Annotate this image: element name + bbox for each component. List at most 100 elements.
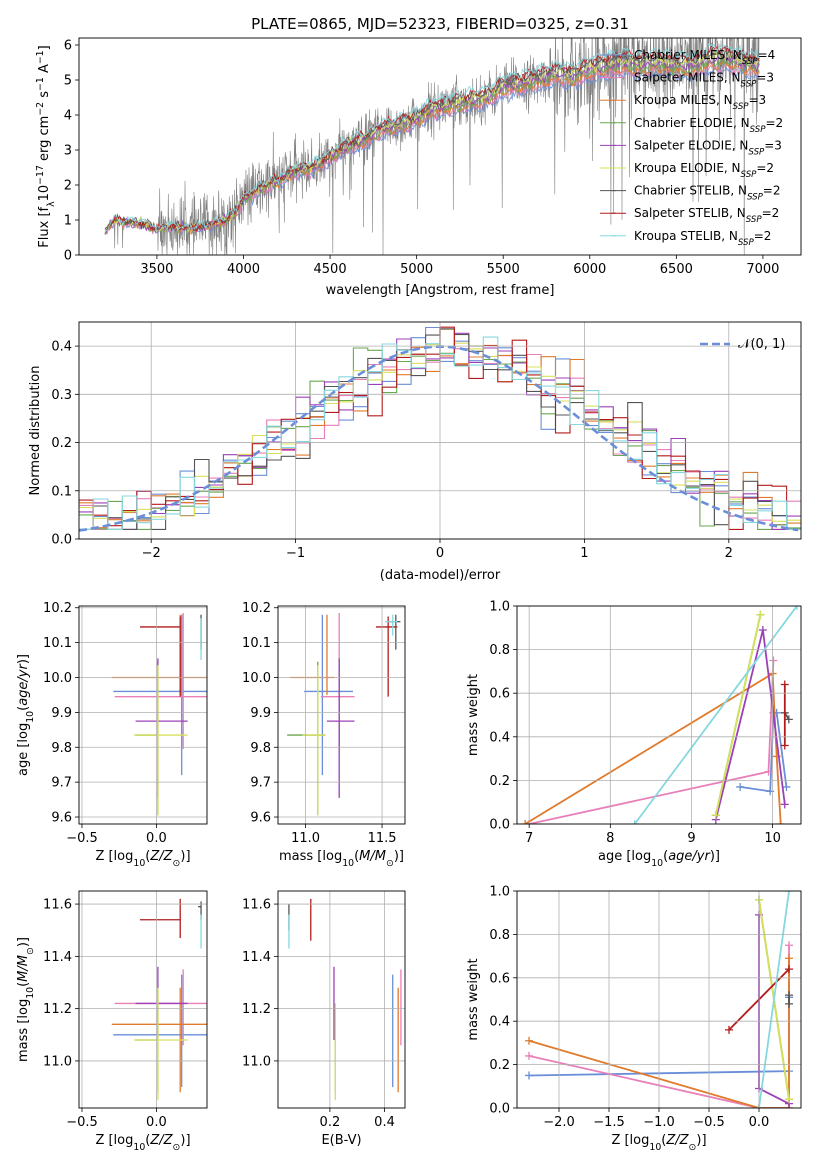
x-tick-label: 9 <box>687 831 695 846</box>
legend-entry: Kroupa ELODIE, NSSP=2 <box>634 161 774 180</box>
y-axis-label: Normed distribution <box>28 366 43 496</box>
age-vs-mass-axes: 11.0 11.5 9.6 9.7 9.8 9.9 10.0 10.1 10.2 mass [lo… <box>242 601 406 869</box>
y-tick-label: 10.2 <box>43 601 72 616</box>
x-tick-label: 4000 <box>227 262 260 277</box>
marker-salpeter_miles <box>525 1051 533 1060</box>
x-tick-label: 3500 <box>140 262 173 277</box>
y-tick-label: 9.9 <box>51 706 72 721</box>
spectrum-axes: 3500 4000 4500 5000 5500 6000 6500 7000 0 1 2 3 4 5 6F… <box>35 37 802 298</box>
x-tick-label: 6000 <box>573 262 606 277</box>
y-tick-label: 11.0 <box>43 1054 72 1069</box>
legend-entry: Chabrier MILES, NSSP=4 <box>634 48 775 67</box>
x-tick-label: 11.0 <box>291 831 320 846</box>
marker-kroupa_miles <box>521 820 530 824</box>
y-tick-label: 3 <box>64 144 72 159</box>
series-chabrier_miles <box>739 711 788 793</box>
x-tick-label: 5500 <box>487 262 520 277</box>
marker-chabrier_stelib <box>784 715 793 724</box>
y-tick-label: 10.0 <box>242 671 271 686</box>
y-tick-label: 6 <box>64 39 72 54</box>
marker-kroupa_stelib <box>630 820 639 824</box>
marker-kroupa_elodie <box>756 610 765 619</box>
marker-chabrier_stelib <box>785 991 793 1000</box>
x-tick-label: 7 <box>525 831 533 846</box>
marker-chabrier_miles <box>736 782 745 791</box>
marker-salpeter_miles <box>769 656 778 665</box>
legend-entry: Chabrier ELODIE, NSSP=2 <box>634 116 783 135</box>
x-axis-label: Z [log10(Z/Z⊙)] <box>95 849 190 869</box>
model-spectrum-kroupa_miles <box>104 59 760 236</box>
y-tick-label: 9.9 <box>250 706 271 721</box>
y-tick-label: 0.8 <box>489 643 510 658</box>
y-tick-label: 10.0 <box>43 671 72 686</box>
x-tick-label: 8 <box>606 831 614 846</box>
y-tick-label: 9.6 <box>250 811 271 826</box>
marker-salpeter_stelib <box>725 1025 733 1034</box>
x-axis-label: wavelength [Angstrom, rest frame] <box>326 283 555 298</box>
y-axis-label: mass [log10(M/M⊙)] <box>16 937 36 1062</box>
x-tick-label: 1 <box>580 546 588 561</box>
marker-salpeter_stelib <box>780 741 789 750</box>
mass-vs-ebv-axes-plot-area <box>288 898 402 1101</box>
spectrum-axes-plot-area <box>104 38 760 255</box>
axes-frame <box>277 890 406 1109</box>
mass-weight-vs-age-axes: 7 8 9 10 0.0 0.2 0.4 0.6 0.8 1.0 mass weight age [l… <box>466 600 802 869</box>
x-tick-label: 6500 <box>660 262 693 277</box>
legend-entry: Kroupa STELIB, NSSP=2 <box>634 229 771 248</box>
y-tick-label: 0.4 <box>489 730 510 745</box>
mass-vs-Z-axes-plot-area <box>111 898 207 1101</box>
y-tick-label: 4 <box>64 109 72 124</box>
marker-salpeter_elodie <box>780 800 789 809</box>
figure-title: PLATE=0865, MJD=52323, FIBERID=0325, z=0… <box>251 15 629 33</box>
legend-entry: Kroupa MILES, NSSP=3 <box>634 93 766 112</box>
y-tick-label: 1.0 <box>489 885 510 900</box>
legend-entry: 𝒩(0, 1) <box>738 337 785 352</box>
x-tick-label: −0.5 <box>66 1115 98 1130</box>
x-tick-label: 2 <box>725 546 733 561</box>
y-axis-label: mass weight <box>466 958 481 1040</box>
mass-weight-vs-Z-axes: −2.0 −1.5 −1.0 −0.5 0.0 0.0 0.2 0.4 0.6 0.8 1.0 mas… <box>466 885 802 1153</box>
axes-frame <box>277 605 406 825</box>
legend-entry: Chabrier STELIB, NSSP=2 <box>634 184 781 203</box>
y-axis-label: Flux [fλ10−17 erg cm−2 s−1 A−1] <box>35 45 57 247</box>
y-tick-label: 0.2 <box>489 1058 510 1073</box>
legend-entry: Salpeter MILES, NSSP=3 <box>634 71 774 90</box>
y-tick-label: 0 <box>64 249 72 264</box>
y-tick-label: 1.0 <box>489 600 510 615</box>
marker-kroupa_elodie <box>711 811 720 820</box>
y-tick-label: 0.0 <box>489 1102 510 1117</box>
marker-salpeter_stelib <box>780 680 789 689</box>
x-axis-label: Z [log10(Z/Z⊙)] <box>611 1133 706 1153</box>
y-tick-label: 9.6 <box>51 811 72 826</box>
y-tick-label: 9.7 <box>250 776 271 791</box>
y-tick-label: 11.2 <box>242 1002 271 1017</box>
axes-frame <box>78 605 208 825</box>
x-axis-label: E(B-V) <box>321 1133 361 1148</box>
marker-salpeter_miles <box>764 767 773 776</box>
y-axis-label: age [log10(age/yr)] <box>16 654 36 776</box>
mass-vs-Z-axes: −0.5 0.0 11.0 11.2 11.4 11.6 mass [log10(M/M⊙)… <box>16 890 208 1153</box>
x-tick-label: 11.5 <box>368 831 397 846</box>
y-tick-label: 11.6 <box>242 898 271 913</box>
spectrum-legend: Chabrier MILES, NSSP=4 Salpeter MILES, NS… <box>600 48 783 248</box>
y-tick-label: 2 <box>64 179 72 194</box>
marker-kroupa_stelib <box>785 891 793 895</box>
y-tick-label: 0.6 <box>489 971 510 986</box>
x-tick-label: 0.2 <box>320 1115 341 1130</box>
age-vs-Z-axes-plot-area <box>111 612 207 816</box>
mass-vs-ebv-axes: 0.2 0.4 11.0 11.2 11.4 11.6 E(B-V) <box>242 890 406 1148</box>
series-kroupa_miles <box>528 958 790 1108</box>
model-spectrum-kroupa_stelib <box>104 42 760 232</box>
y-tick-label: 0.8 <box>489 928 510 943</box>
y-tick-label: 11.0 <box>242 1054 271 1069</box>
y-tick-label: 0.2 <box>51 436 72 451</box>
y-tick-label: 0.4 <box>489 1015 510 1030</box>
axes-frame <box>78 37 802 256</box>
y-tick-label: 9.8 <box>250 741 271 756</box>
residual-axes: −2 −1 0 1 2 0.0 0.1 0.2 0.3 0.4 Normed distributio… <box>28 321 802 583</box>
axes-frame <box>78 890 208 1109</box>
x-axis-label: age [log10(age/yr)] <box>598 849 720 869</box>
legend-entry: Salpeter ELODIE, NSSP=3 <box>634 138 782 157</box>
series-kroupa_elodie <box>714 614 762 816</box>
normal-curve <box>79 345 799 532</box>
